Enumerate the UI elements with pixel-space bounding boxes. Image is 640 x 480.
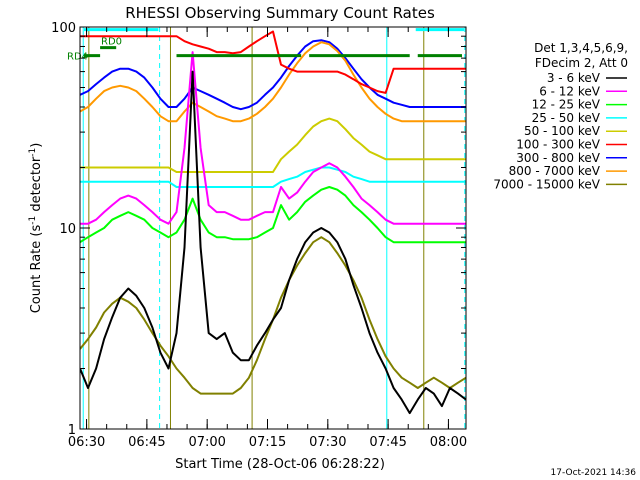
plot-area: RD0 RD4 [67, 27, 466, 429]
state-label-rd4: RD4 [67, 52, 88, 63]
legend-label-100-300-kevkev: 100 - 300 keV [516, 138, 600, 152]
legend-label-25-50-kevkev: 25 - 50 keV [532, 111, 601, 125]
legend-label-12-25-kevkev: 12 - 25 keV [532, 98, 601, 112]
y-tick-label-100: 100 [51, 21, 76, 36]
legend-label-800-7000-kevkev: 800 - 7000 keV [509, 164, 601, 178]
state-label-rd0: RD0 [101, 37, 122, 48]
x-tick-label-0700: 07:00 [188, 435, 225, 450]
series-line-12-25-kevkev [80, 186, 466, 244]
x-axis: 06:30 06:45 07:00 07:15 07:30 07:45 08:00 [68, 27, 467, 450]
legend-label-300-800-kevkev: 300 - 800 keV [516, 151, 600, 165]
series-line-800-7000-kevkev [80, 41, 466, 123]
x-tick-label-0800: 08:00 [430, 435, 467, 450]
plot-inner [80, 27, 466, 429]
series-line-300-800-kevkev [80, 39, 466, 111]
series-line-6-12-kevkev [80, 51, 466, 225]
y-axis-label: Count Rate (s-1 detector-1) [28, 143, 44, 314]
series-line-25-50-kevkev [80, 166, 466, 188]
series-line-3-6-kevkev [80, 70, 466, 415]
x-axis-label: Start Time (28-Oct-06 06:28:22) [175, 457, 385, 472]
x-tick-label-0645: 06:45 [128, 435, 165, 450]
x-tick-label-0745: 07:45 [369, 435, 406, 450]
series-line-100-300-kevkev [80, 30, 466, 94]
series-line-50-100-kevkev [80, 117, 466, 173]
x-tick-label-0730: 07:30 [309, 435, 346, 450]
legend-header-line-2: FDecim 2, Att 0 [535, 56, 628, 70]
chart-title: RHESSI Observing Summary Count Rates [125, 4, 435, 22]
x-tick-label-0715: 07:15 [249, 435, 286, 450]
legend-header-line-1: Det 1,3,4,5,6,9, [534, 41, 628, 55]
y-axis: 1 10 100 [51, 21, 466, 438]
series-line-7000-15000-kevkev [80, 236, 466, 395]
legend: Det 1,3,4,5,6,9, FDecim 2, Att 0 3 - 6 k… [493, 41, 628, 191]
y-tick-label-1: 1 [68, 423, 76, 438]
legend-label-50-100-kevkev: 50 - 100 keV [524, 124, 601, 138]
y-tick-label-10: 10 [59, 222, 76, 237]
legend-label-6-12-kevkev: 6 - 12 keV [539, 84, 601, 98]
footer-timestamp: 17-Oct-2021 14:36 [551, 468, 637, 478]
x-tick-label-0630: 06:30 [68, 435, 105, 450]
legend-label-7000-15000-kevkev: 7000 - 15000 keV [493, 177, 600, 191]
legend-label-3-6-kevkev: 3 - 6 keV [547, 71, 601, 85]
